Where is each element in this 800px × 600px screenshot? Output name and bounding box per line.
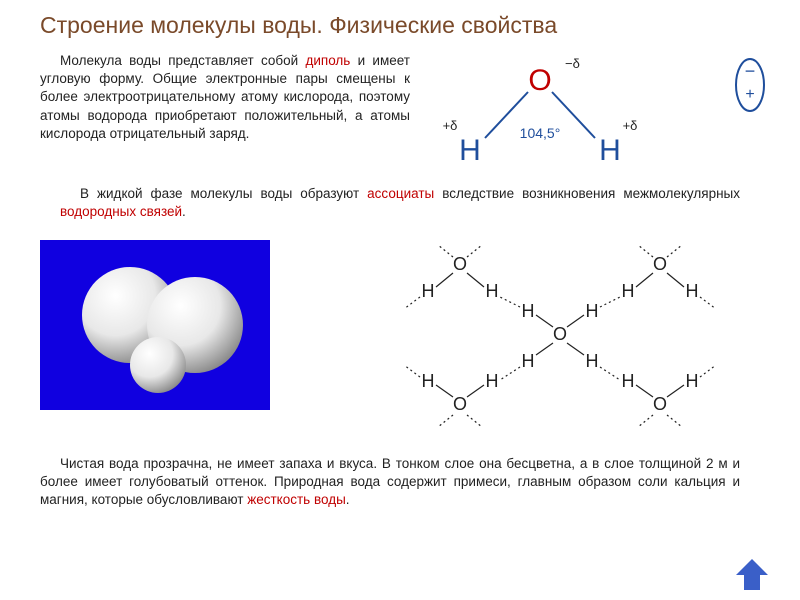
paragraph-2: В жидкой фазе молекулы воды образуют асс…	[60, 185, 740, 221]
nav-up-arrow[interactable]	[732, 557, 772, 592]
hb-h: H	[586, 351, 599, 371]
dipole-symbol: − +	[730, 55, 770, 115]
bond-angle: 104,5°	[520, 125, 561, 141]
hb-o: O	[553, 324, 567, 344]
sphere-3	[130, 337, 186, 393]
p2-assoc: ассоциаты	[367, 186, 434, 201]
hb-h: H	[586, 301, 599, 321]
hb-h: H	[522, 351, 535, 371]
hb-h: H	[422, 281, 435, 301]
oxygen-atom: O	[528, 64, 551, 97]
delta-plus-right: +δ	[623, 118, 638, 133]
arrow-up-icon	[736, 559, 768, 590]
hydrogen-atom-right: H	[599, 134, 621, 167]
p2-t2: вследствие возникновения межмолекулярных	[434, 186, 740, 201]
delta-plus-left: +δ	[443, 118, 458, 133]
hb-o: O	[453, 254, 467, 274]
dipole-minus: −	[745, 61, 756, 81]
hb-o: O	[653, 254, 667, 274]
p1-dipole: диполь	[305, 53, 350, 68]
paragraph-1: Молекула воды представляет собой диполь …	[40, 52, 410, 143]
hb-h: H	[622, 371, 635, 391]
water-molecule-diagram: O H H −δ +δ +δ 104,5°	[430, 50, 650, 175]
water-3d-model	[40, 240, 270, 410]
hb-h: H	[622, 281, 635, 301]
p2-t1: В жидкой фазе молекулы воды образуют	[80, 186, 367, 201]
hb-o: O	[453, 394, 467, 414]
hydrogen-atom-left: H	[459, 134, 481, 167]
paragraph-3: Чистая вода прозрачна, не имеет запаха и…	[40, 455, 740, 510]
hb-h: H	[522, 301, 535, 321]
dipole-plus: +	[745, 86, 754, 103]
p3-t2: .	[346, 492, 350, 507]
hb-h: H	[422, 371, 435, 391]
hb-h: H	[686, 281, 699, 301]
hb-h: H	[486, 371, 499, 391]
hb-h: H	[686, 371, 699, 391]
page-title: Строение молекулы воды. Физические свойс…	[0, 0, 800, 47]
hydrogen-bond-diagram: O H H O H H O H H H H O H H O H H	[360, 235, 760, 435]
hb-h: H	[486, 281, 499, 301]
p1-t1: Молекула воды представляет собой	[60, 53, 305, 68]
p2-t3: .	[182, 204, 186, 219]
p2-hbond: водородных связей	[60, 204, 182, 219]
p3-t1: Чистая вода прозрачна, не имеет запаха и…	[40, 456, 740, 507]
p3-hardness: жесткость воды	[247, 492, 346, 507]
hb-o: O	[653, 394, 667, 414]
delta-minus: −δ	[565, 56, 580, 71]
